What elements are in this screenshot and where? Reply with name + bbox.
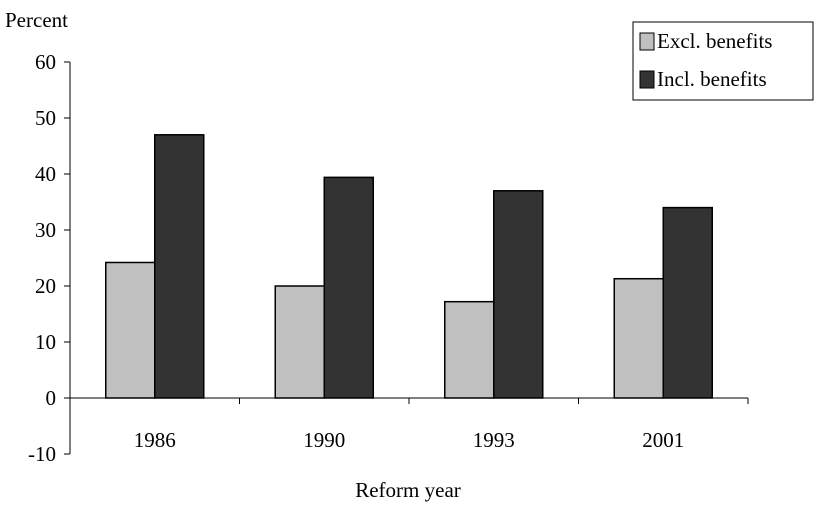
x-axis: 1986 1990 1993 2001 [69, 397, 749, 452]
y-tick-label: -10 [28, 442, 56, 466]
bar-incl-1993 [493, 190, 544, 399]
legend-frame [632, 21, 814, 101]
legend: Excl. benefits Incl. benefits [632, 21, 814, 101]
x-tick-label: 1993 [473, 428, 515, 452]
legend-label-incl: Incl. benefits [657, 67, 767, 91]
bars [105, 134, 713, 399]
bar-incl-1990 [323, 176, 374, 399]
y-axis: -10 0 10 20 30 40 50 60 [28, 50, 71, 466]
x-tick-label: 2001 [642, 428, 684, 452]
bar-incl-1986 [154, 134, 205, 399]
y-tick-label: 10 [35, 330, 56, 354]
y-axis-label: Percent [5, 8, 68, 32]
y-tick-label: 0 [46, 386, 57, 410]
x-tick-label: 1990 [303, 428, 345, 452]
y-tick-label: 60 [35, 50, 56, 74]
x-tick-label: 1986 [134, 428, 176, 452]
bar-incl-2001 [662, 206, 713, 399]
bar-excl-1990 [274, 285, 325, 399]
legend-swatch-incl [639, 70, 655, 89]
legend-swatch-excl [639, 32, 655, 51]
bar-excl-1986 [105, 261, 156, 399]
y-tick-label: 20 [35, 274, 56, 298]
x-axis-label: Reform year [355, 478, 461, 502]
y-tick-label: 30 [35, 218, 56, 242]
y-tick-label: 40 [35, 162, 56, 186]
y-tick-label: 50 [35, 106, 56, 130]
bar-excl-2001 [613, 277, 664, 399]
bar-excl-1993 [444, 300, 495, 399]
legend-label-excl: Excl. benefits [657, 29, 772, 53]
